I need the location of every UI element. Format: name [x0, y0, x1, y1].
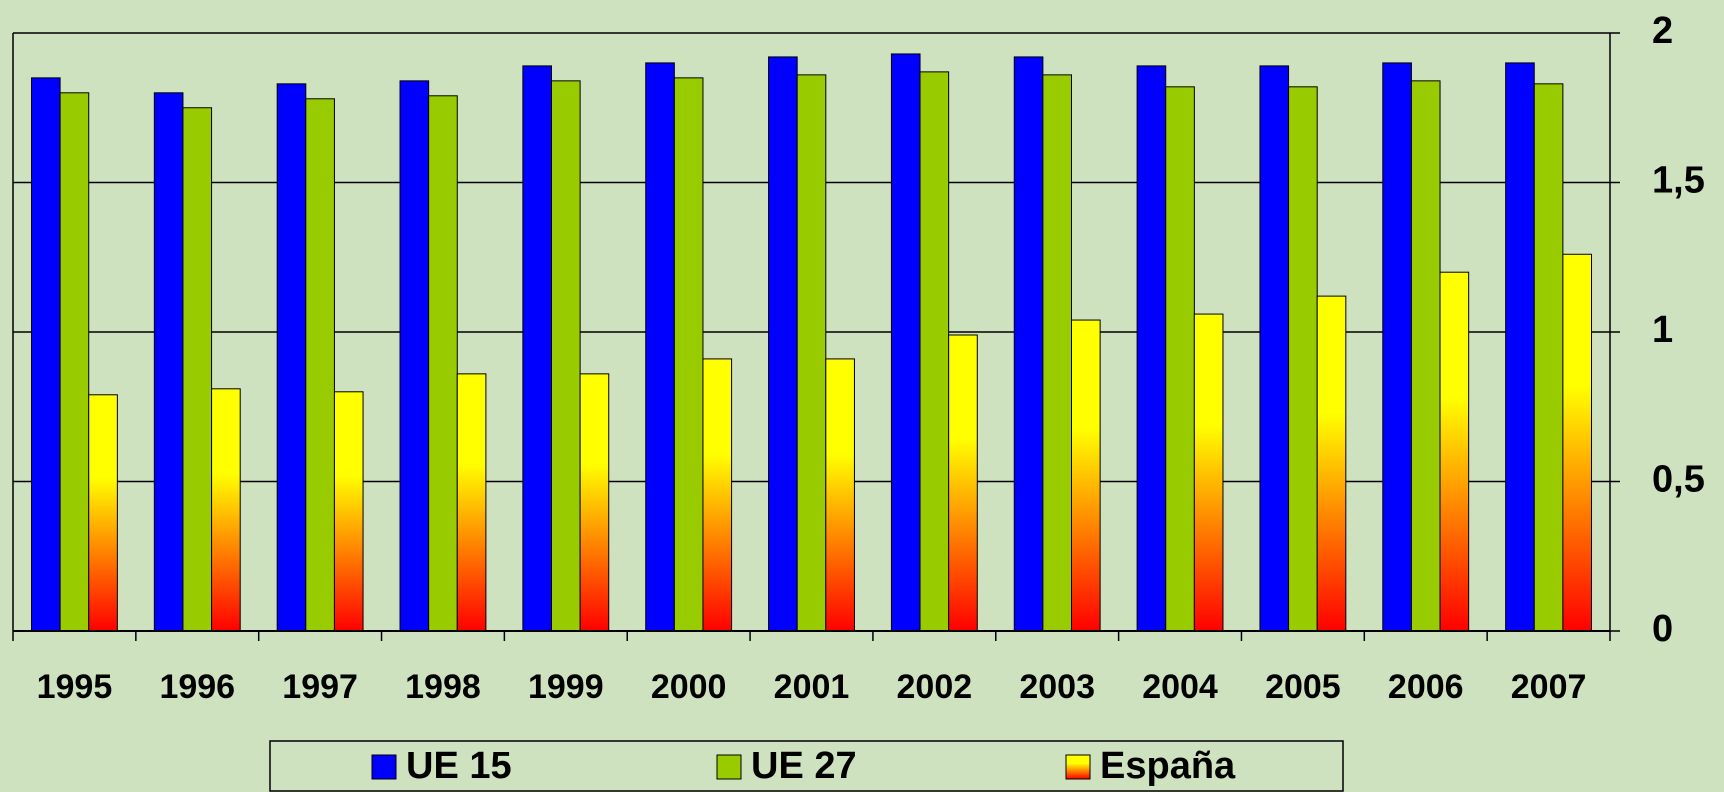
bar — [1533, 83, 1564, 632]
bar — [399, 80, 430, 632]
bar — [1013, 56, 1044, 632]
y-tick-label: 1 — [1652, 309, 1673, 351]
bar — [948, 334, 978, 632]
x-tick-label: 2001 — [774, 668, 850, 706]
bar — [673, 77, 704, 632]
bar — [1071, 319, 1101, 632]
bar — [30, 77, 61, 632]
bar — [305, 98, 335, 632]
bar — [153, 92, 184, 632]
y-tick-label: 1,5 — [1652, 160, 1705, 202]
x-tick-label: 2003 — [1019, 668, 1095, 706]
bar — [825, 358, 855, 632]
legend-label: UE 27 — [751, 745, 857, 787]
x-tick-label: 2007 — [1511, 668, 1587, 706]
bar — [919, 71, 950, 632]
bar — [333, 391, 364, 632]
x-tick-label: 2004 — [1142, 668, 1218, 706]
legend-box — [269, 740, 1344, 792]
bar — [522, 65, 552, 632]
bar — [1165, 86, 1195, 632]
bar — [579, 373, 610, 632]
legend-label: UE 15 — [406, 745, 512, 787]
bar — [1288, 86, 1318, 632]
bar — [211, 388, 241, 632]
legend-swatch — [716, 754, 742, 780]
bar — [1316, 295, 1347, 632]
bar — [702, 358, 733, 632]
bar — [1562, 253, 1593, 632]
x-tick-label: 2005 — [1265, 668, 1341, 706]
bar — [1193, 313, 1224, 632]
bar — [59, 92, 90, 632]
legend-swatch — [1065, 754, 1091, 780]
bar — [1042, 74, 1073, 632]
bar — [890, 53, 921, 632]
x-tick-label: 1998 — [405, 668, 481, 706]
y-tick-label: 0 — [1652, 608, 1673, 650]
x-tick-label: 2002 — [897, 668, 973, 706]
x-tick-label: 1997 — [282, 668, 358, 706]
bar — [1382, 62, 1412, 632]
bar — [1259, 65, 1290, 632]
y-tick-label: 2 — [1652, 10, 1673, 52]
legend-swatch — [371, 754, 397, 780]
x-tick-label: 1999 — [528, 668, 604, 706]
x-tick-label: 2006 — [1388, 668, 1464, 706]
x-tick-label: 1996 — [159, 668, 235, 706]
bar — [1439, 271, 1470, 632]
legend-label: España — [1100, 745, 1236, 787]
bar — [182, 107, 213, 632]
bar — [796, 74, 827, 632]
bar — [1505, 62, 1535, 632]
bar — [768, 56, 798, 632]
bar — [550, 80, 581, 632]
bar — [1410, 80, 1441, 632]
bar — [456, 373, 487, 632]
bar — [88, 394, 118, 632]
bar — [428, 95, 458, 632]
x-tick-label: 1995 — [37, 668, 113, 706]
x-tick-label: 2000 — [651, 668, 727, 706]
y-tick-label: 0,5 — [1652, 459, 1705, 501]
bar — [276, 83, 307, 632]
bar — [645, 62, 675, 632]
bar — [1136, 65, 1167, 632]
